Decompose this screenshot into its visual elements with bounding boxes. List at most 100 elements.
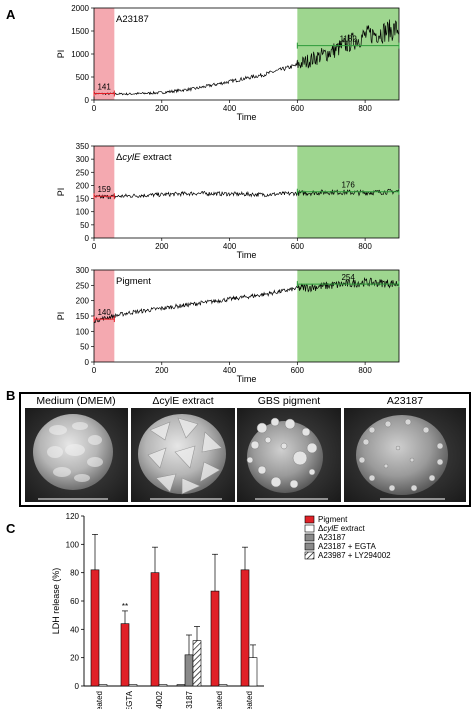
- bar-chart-ldh-release: 0 20 40 60 80 100 120 LDH release (%) Untreated *…: [51, 512, 391, 709]
- legend-label: ΔcylE extract: [318, 524, 365, 533]
- legend-label: A23187 + EGTA: [318, 542, 377, 551]
- legend-label: A23987 + LY294002: [318, 551, 391, 560]
- cell-blebs: [246, 417, 318, 489]
- legend-swatch: [304, 524, 315, 533]
- em-title-a23187: A23187: [387, 395, 423, 407]
- x-tick-label: 400: [223, 104, 237, 113]
- shaded-region-red: [94, 146, 115, 238]
- em-title-dcyle: ΔcylE extract: [152, 395, 213, 407]
- x-tick-label: 0: [92, 366, 97, 375]
- y-tick-label: 40: [70, 625, 79, 634]
- y-tick-label: 0: [85, 96, 90, 105]
- cell-petals: [147, 417, 223, 495]
- mean-label-green: 176: [341, 181, 355, 190]
- x-tick-label: 200: [155, 104, 169, 113]
- y-tick-label: 100: [76, 208, 90, 217]
- y-tick-label: 200: [76, 297, 90, 306]
- y-tick-label: 60: [70, 597, 79, 606]
- panel-letter-a: A: [6, 7, 16, 22]
- line-chart-dcyle-extract: 0 50 100 150 200 250 300 350 0 200 400 600 800 Time PI…: [56, 142, 400, 260]
- em-title-medium: Medium (DMEM): [36, 395, 115, 407]
- chart-title: ΔcylE extract: [116, 152, 172, 163]
- bar: [98, 684, 108, 687]
- shaded-region-red: [94, 8, 115, 100]
- panel-letter-b: B: [6, 388, 15, 403]
- legend-swatch: [304, 551, 315, 560]
- x-axis-label: Time: [237, 250, 257, 260]
- mean-label-green: 254: [341, 273, 355, 282]
- x-tick-label: 600: [291, 366, 305, 375]
- legend-swatch: [304, 533, 315, 542]
- x-tick-label: 800: [358, 104, 372, 113]
- y-tick-label: 0: [85, 234, 90, 243]
- y-tick-label: 100: [66, 540, 80, 549]
- y-tick-label: 2000: [71, 4, 89, 13]
- x-tick-label: 200: [155, 366, 169, 375]
- bar: [128, 684, 138, 687]
- x-tick-label: 0: [92, 242, 97, 251]
- bar: [158, 684, 168, 687]
- mean-label-red: 159: [97, 185, 111, 194]
- shaded-region-green: [297, 8, 399, 100]
- x-tick-label: 800: [358, 242, 372, 251]
- bar: [192, 640, 202, 687]
- legend-swatch: [304, 515, 315, 524]
- bar: [120, 623, 130, 687]
- mean-label-green: 1182: [340, 35, 358, 44]
- y-tick-label: 20: [70, 654, 79, 663]
- em-title-gbs-pigment: GBS pigment: [258, 395, 321, 407]
- y-tick-label: 300: [76, 155, 90, 164]
- x-tick-label: 400: [223, 242, 237, 251]
- x-tick-label: 0: [92, 104, 97, 113]
- x-tick-label: 400: [223, 366, 237, 375]
- em-image-gbs-pigment: [237, 408, 341, 502]
- y-axis-label: PI: [56, 50, 66, 59]
- em-image-dcyle: [131, 408, 235, 502]
- y-tick-label: 300: [76, 266, 90, 275]
- legend-label: A23187: [318, 533, 346, 542]
- mean-label-red: 140: [97, 308, 111, 317]
- category-label: EGTA: [125, 690, 134, 709]
- x-tick-label: 200: [155, 242, 169, 251]
- x-axis-label: Time: [237, 374, 257, 384]
- y-tick-label: 250: [76, 168, 90, 177]
- y-tick-label: 120: [66, 512, 80, 521]
- y-tick-label: 0: [85, 358, 90, 367]
- series-trace: [93, 277, 400, 323]
- line-chart-a23187: 0 500 1000 1500 2000 0 200 400 600 800 Time PI 141 11…: [56, 4, 400, 122]
- significance-label: **: [122, 602, 128, 611]
- bar: [150, 572, 160, 687]
- y-axis-label: PI: [56, 188, 66, 197]
- y-tick-label: 150: [76, 312, 90, 321]
- legend-swatch: [304, 542, 315, 551]
- bar: [248, 657, 258, 687]
- panel-letter-c: C: [6, 521, 16, 536]
- category-label: PT treated: [245, 691, 254, 709]
- cell-ruffles: [47, 422, 103, 482]
- cell-shape: [356, 415, 448, 495]
- category-label: A23187: [185, 690, 194, 709]
- series-trace: [93, 19, 400, 96]
- shaded-region-red: [94, 270, 115, 362]
- y-axis-label: LDH release (%): [51, 568, 61, 635]
- bar: [90, 569, 100, 687]
- em-frame: [19, 392, 471, 507]
- em-panel-group: Medium (DMEM) ΔcylE extract GBS pigment …: [19, 392, 471, 507]
- y-tick-label: 1000: [71, 50, 89, 59]
- legend-label: Pigment: [318, 515, 348, 524]
- mean-label-red: 141: [97, 83, 111, 92]
- bar: [176, 684, 186, 687]
- bar: [210, 590, 220, 687]
- y-tick-label: 500: [76, 73, 90, 82]
- y-tick-label: 50: [80, 343, 89, 352]
- cell-surface-granules: [358, 418, 444, 492]
- y-tick-label: 150: [76, 195, 90, 204]
- category-label: PT untreated: [215, 691, 224, 709]
- category-label: Untreated: [95, 691, 104, 709]
- chart-title: Pigment: [116, 276, 151, 287]
- y-tick-label: 1500: [71, 27, 89, 36]
- y-tick-label: 0: [75, 682, 80, 691]
- bar: [184, 654, 194, 687]
- em-image-medium: [25, 408, 128, 502]
